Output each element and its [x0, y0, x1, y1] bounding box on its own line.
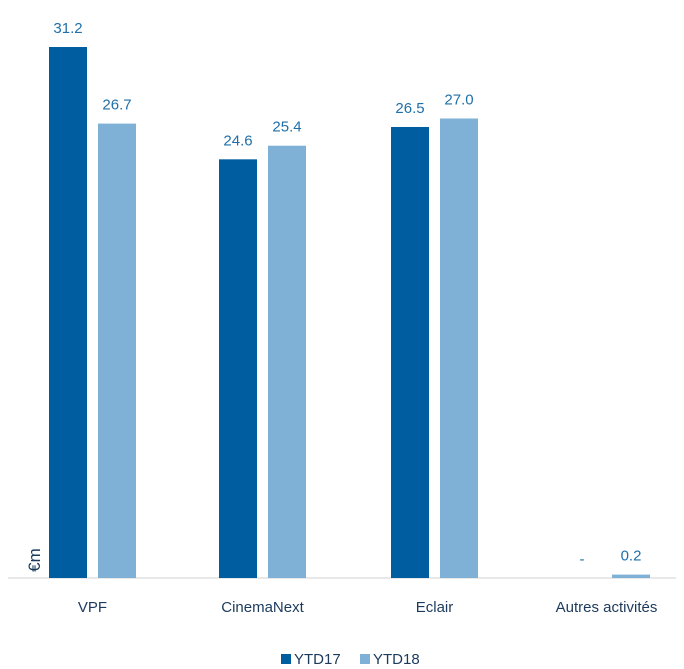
- bar-autres-activites-ytd18: [612, 574, 650, 578]
- x-tick-label-autres-activites: Autres activités: [556, 599, 658, 616]
- bar-vpf-ytd17: [49, 47, 87, 578]
- legend-swatch-ytd17: [281, 654, 291, 664]
- data-label-autres-activites-ytd17: -: [580, 551, 585, 568]
- bar-vpf-ytd18: [98, 123, 136, 578]
- data-label-cinemanext-ytd18: 25.4: [272, 119, 301, 136]
- y-axis-label: €m: [25, 548, 44, 572]
- legend-label-ytd17: YTD17: [294, 651, 341, 668]
- data-label-cinemanext-ytd17: 24.6: [223, 132, 252, 149]
- data-label-eclair-ytd17: 26.5: [395, 100, 424, 117]
- x-tick-label-vpf: VPF: [78, 599, 107, 616]
- legend-label-ytd18: YTD18: [373, 651, 420, 668]
- bar-eclair-ytd18: [440, 118, 478, 578]
- bar-cinemanext-ytd18: [268, 145, 306, 578]
- legend-swatch-ytd18: [360, 654, 370, 664]
- data-label-vpf-ytd18: 26.7: [102, 97, 131, 114]
- bar-cinemanext-ytd17: [219, 159, 257, 579]
- x-tick-label-cinemanext: CinemaNext: [221, 599, 304, 616]
- bar-eclair-ytd17: [391, 126, 429, 578]
- data-label-vpf-ytd17: 31.2: [53, 20, 82, 37]
- x-tick-label-eclair: Eclair: [416, 599, 454, 616]
- data-label-autres-activites-ytd18: 0.2: [621, 548, 642, 565]
- data-label-eclair-ytd18: 27.0: [444, 91, 473, 108]
